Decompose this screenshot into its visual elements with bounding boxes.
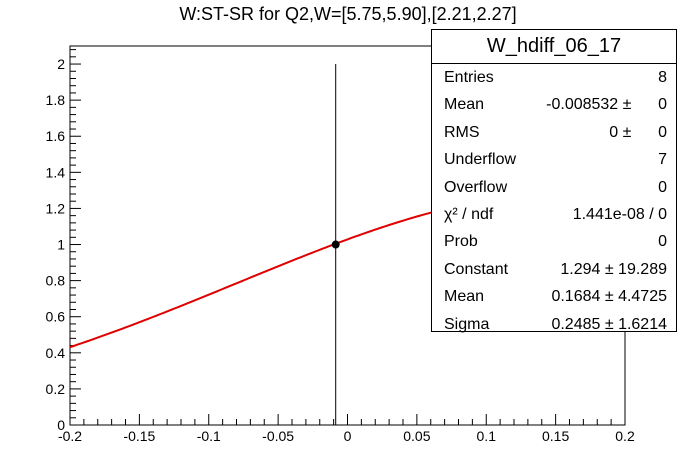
y-tick-label: 1 <box>57 237 65 253</box>
stats-row-value: 7 <box>658 151 667 169</box>
chart-title: W:ST-SR for Q2,W=[5.75,5.90],[2.21,2.27] <box>179 4 517 24</box>
stats-row: Underflow 7 <box>432 146 676 173</box>
stats-row-value: 1.441e-08 / 0 <box>572 205 667 223</box>
stats-row-label: Mean <box>444 96 485 114</box>
stats-row: Overflow 0 <box>432 174 676 201</box>
stats-row: Entries 8 <box>432 64 676 91</box>
stats-rows: Entries 8 Mean -0.008532 ± 0 RMS 0 ± 0 Underfl… <box>432 64 676 338</box>
x-tick-label: 0.1 <box>477 428 497 444</box>
stats-row: RMS 0 ± 0 <box>432 119 676 146</box>
stats-row-label: χ² / ndf <box>444 205 494 223</box>
y-tick-label: 0.2 <box>46 381 66 397</box>
stats-row: Constant 1.294 ± 19.289 <box>432 256 676 283</box>
stats-box-title: W_hdiff_06_17 <box>432 30 676 64</box>
y-tick-label: 1.2 <box>46 200 66 216</box>
y-tick-label: 1.8 <box>46 92 66 108</box>
stats-row-value: 0.1684 ± 4.4725 <box>551 288 667 306</box>
y-tick-label: 2 <box>57 56 65 72</box>
stats-row-label: Sigma <box>444 315 490 333</box>
stats-row-value: 1.294 ± 19.289 <box>560 260 667 278</box>
y-tick-label: 0.8 <box>46 273 66 289</box>
x-tick-label: 0.05 <box>403 428 430 444</box>
stats-row: Mean -0.008532 ± 0 <box>432 91 676 118</box>
stats-row-value: 0 <box>658 233 667 251</box>
stats-row-label: Entries <box>444 69 494 86</box>
y-tick-label: 1.6 <box>46 128 66 144</box>
x-tick-label: -0.1 <box>197 428 221 444</box>
stats-row-value: 8 <box>658 69 667 86</box>
stats-row: Prob 0 <box>432 228 676 255</box>
y-tick-label: 1.4 <box>46 164 66 180</box>
stats-row: Sigma 0.2485 ± 1.6214 <box>432 311 676 338</box>
y-tick-label: 0.6 <box>46 309 66 325</box>
stats-row-label: Underflow <box>444 151 517 169</box>
stats-row-label: Prob <box>444 233 478 251</box>
x-tick-label: -0.2 <box>58 428 82 444</box>
stats-row-value: 0 <box>658 178 667 196</box>
stats-row-value: -0.008532 ± 0 <box>546 96 667 114</box>
x-tick-label: 0.2 <box>615 428 635 444</box>
data-point <box>331 240 340 249</box>
stats-row: Mean 0.1684 ± 4.4725 <box>432 283 676 310</box>
stats-row-label: Overflow <box>444 178 508 196</box>
stats-row-label: Constant <box>444 260 509 278</box>
x-tick-label: 0 <box>344 428 352 444</box>
stats-row-value: 0.2485 ± 1.6214 <box>551 315 667 333</box>
stats-row-label: RMS <box>444 123 480 141</box>
stats-box: W_hdiff_06_17 Entries 8 Mean -0.008532 ± 0 R… <box>431 29 677 333</box>
stats-row-label: Mean <box>444 288 485 306</box>
x-tick-label: -0.05 <box>262 428 294 444</box>
x-tick-label: -0.15 <box>123 428 155 444</box>
y-tick-label: 0 <box>57 417 65 433</box>
x-tick-label: 0.15 <box>542 428 569 444</box>
stats-row-value: 0 ± 0 <box>609 123 667 141</box>
y-tick-label: 0.4 <box>46 345 66 361</box>
stats-row: χ² / ndf 1.441e-08 / 0 <box>432 201 676 228</box>
